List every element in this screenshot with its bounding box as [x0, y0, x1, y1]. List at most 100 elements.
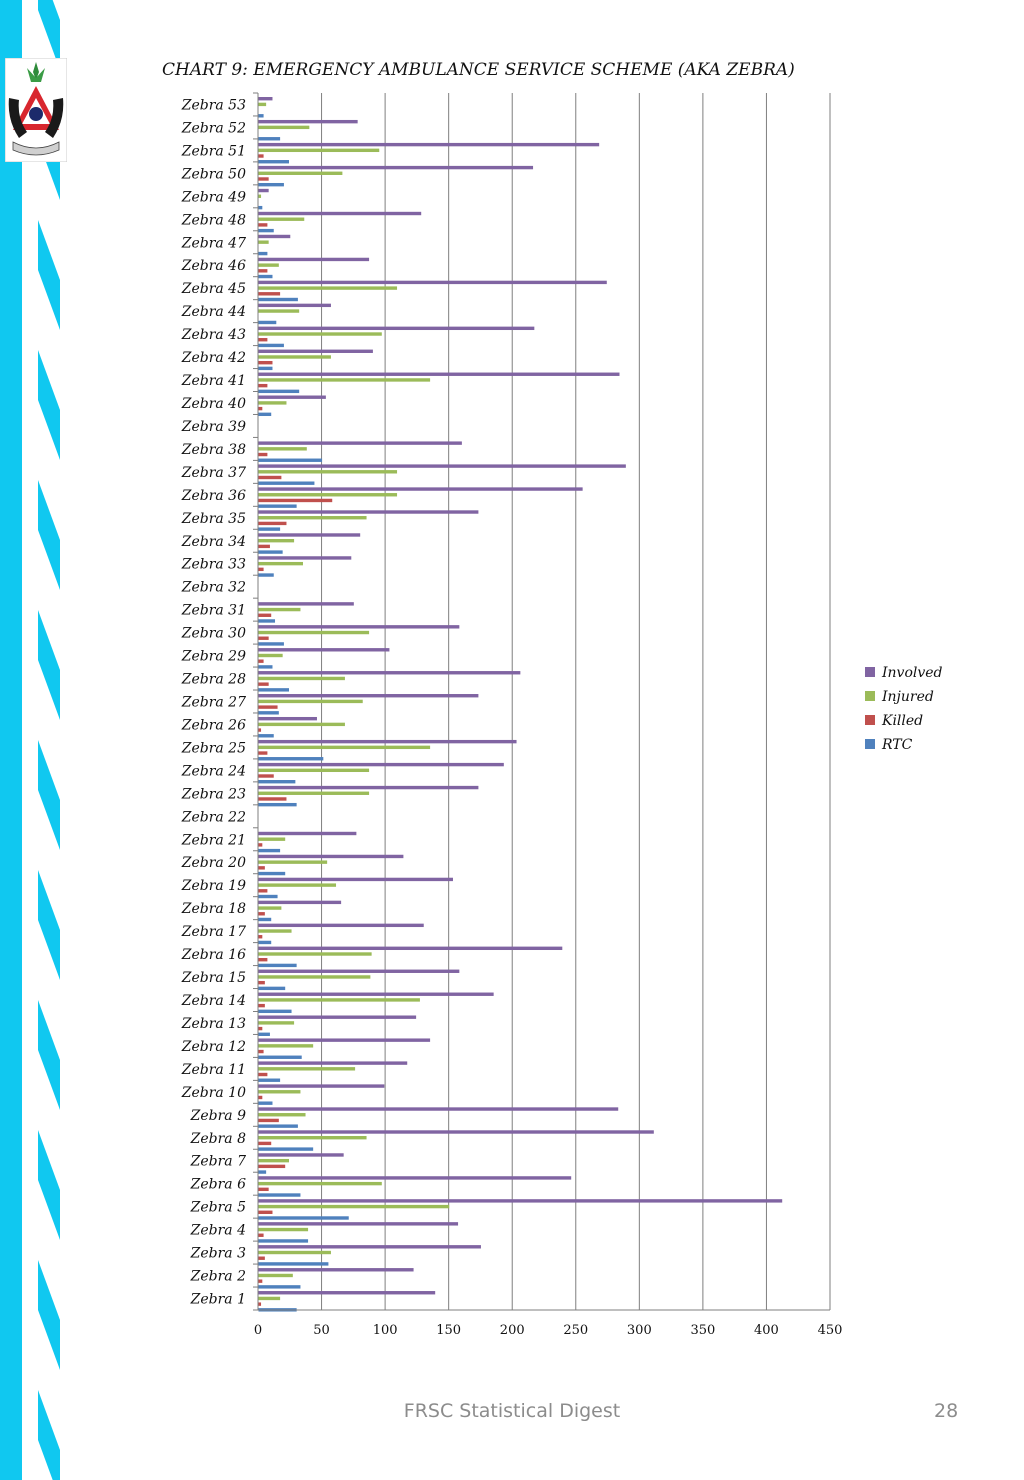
bar-involved — [258, 119, 358, 124]
bar-involved — [258, 257, 370, 262]
bar-involved — [258, 716, 317, 721]
bar-involved — [258, 165, 534, 170]
category-label: Zebra 49 — [181, 189, 246, 205]
bars — [258, 97, 783, 1312]
bar-killed — [258, 292, 281, 296]
bar-involved — [258, 1176, 572, 1180]
bar-killed — [258, 1279, 263, 1283]
bar-rtc — [258, 251, 268, 256]
bar-injured — [258, 952, 372, 956]
bar-killed — [258, 705, 278, 709]
bar-killed — [258, 154, 264, 158]
bar-injured — [258, 1067, 356, 1071]
bar-involved — [258, 464, 626, 468]
x-tick-label: 450 — [818, 1323, 843, 1338]
bar-rtc — [258, 1262, 329, 1266]
bar-injured — [258, 607, 301, 612]
bar-rtc — [258, 1078, 281, 1082]
bar-rtc — [258, 1285, 301, 1289]
bar-killed — [258, 452, 268, 457]
category-label: Zebra 27 — [181, 695, 246, 711]
bar-rtc — [258, 1193, 301, 1197]
stripe-chevron — [38, 1000, 60, 1110]
bar-rtc — [258, 504, 297, 508]
bar-killed — [258, 338, 268, 342]
bar-injured — [258, 768, 370, 773]
bar-injured — [258, 561, 303, 566]
bar-rtc — [258, 481, 315, 485]
category-label: Zebra 11 — [181, 1062, 246, 1078]
bar-killed — [258, 1049, 264, 1054]
bar-killed — [258, 1187, 269, 1192]
bar-involved — [258, 510, 479, 514]
bar-involved — [258, 694, 479, 698]
category-label: Zebra 50 — [181, 166, 246, 182]
bar-involved — [258, 1130, 654, 1134]
bar-killed — [258, 774, 274, 778]
bar-rtc — [258, 1170, 267, 1174]
bar-injured — [258, 837, 286, 841]
bar-involved — [258, 234, 291, 239]
frsc-logo-icon — [5, 58, 67, 162]
bar-involved — [258, 188, 269, 193]
bar-rtc — [258, 711, 279, 715]
legend-swatch — [865, 667, 875, 677]
bar-injured — [258, 1044, 314, 1048]
bar-injured — [258, 745, 431, 750]
bar-killed — [258, 1026, 263, 1031]
bar-involved — [258, 1038, 431, 1042]
category-label: Zebra 17 — [181, 924, 246, 940]
bar-involved — [258, 671, 521, 675]
bar-killed — [258, 659, 264, 663]
bar-injured — [258, 102, 267, 107]
bar-involved — [258, 1084, 385, 1088]
bar-injured — [258, 1181, 382, 1186]
bar-involved — [258, 923, 424, 928]
bar-killed — [258, 1302, 262, 1306]
category-label: Zebra 52 — [181, 120, 246, 136]
bar-killed — [258, 912, 265, 916]
stripe-chevron — [38, 740, 60, 850]
x-tick-label: 100 — [373, 1323, 398, 1338]
bar-rtc — [258, 297, 298, 302]
bar-rtc — [258, 1009, 292, 1014]
bar-injured — [258, 194, 262, 198]
legend-swatch — [865, 691, 875, 701]
bar-injured — [258, 240, 269, 244]
bar-involved — [258, 854, 404, 859]
bar-involved — [258, 487, 583, 491]
bar-injured — [258, 722, 345, 727]
category-label: Zebra 39 — [181, 419, 246, 435]
bar-involved — [258, 1268, 414, 1272]
bar-rtc — [258, 366, 273, 371]
category-label: Zebra 30 — [181, 626, 246, 642]
legend-label: Involved — [881, 665, 943, 681]
legend-label: Killed — [881, 713, 923, 729]
stripe-chevron — [38, 870, 60, 980]
bar-rtc — [258, 228, 274, 233]
category-label: Zebra 19 — [181, 878, 246, 894]
bar-killed — [258, 360, 273, 365]
bar-killed — [258, 980, 265, 985]
bar-rtc — [258, 1032, 270, 1036]
bar-injured — [258, 791, 370, 795]
category-label: Zebra 25 — [181, 740, 246, 756]
left-decorative-stripe — [0, 0, 60, 1480]
bar-involved — [258, 969, 460, 973]
category-label: Zebra 14 — [181, 993, 246, 1009]
bar-involved — [258, 326, 535, 331]
bar-involved — [258, 900, 342, 905]
bar-rtc — [258, 274, 273, 279]
bar-rtc — [258, 320, 277, 325]
bar-injured — [258, 516, 367, 520]
bar-involved — [258, 1222, 459, 1226]
bar-killed — [258, 544, 270, 549]
bar-killed — [258, 958, 268, 962]
category-label: Zebra 34 — [181, 534, 246, 550]
bar-involved — [258, 877, 453, 882]
category-label: Zebra 41 — [181, 373, 246, 389]
bar-rtc — [258, 986, 286, 991]
bar-rtc — [258, 848, 281, 853]
bar-injured — [258, 998, 420, 1002]
bar-rtc — [258, 1055, 302, 1059]
